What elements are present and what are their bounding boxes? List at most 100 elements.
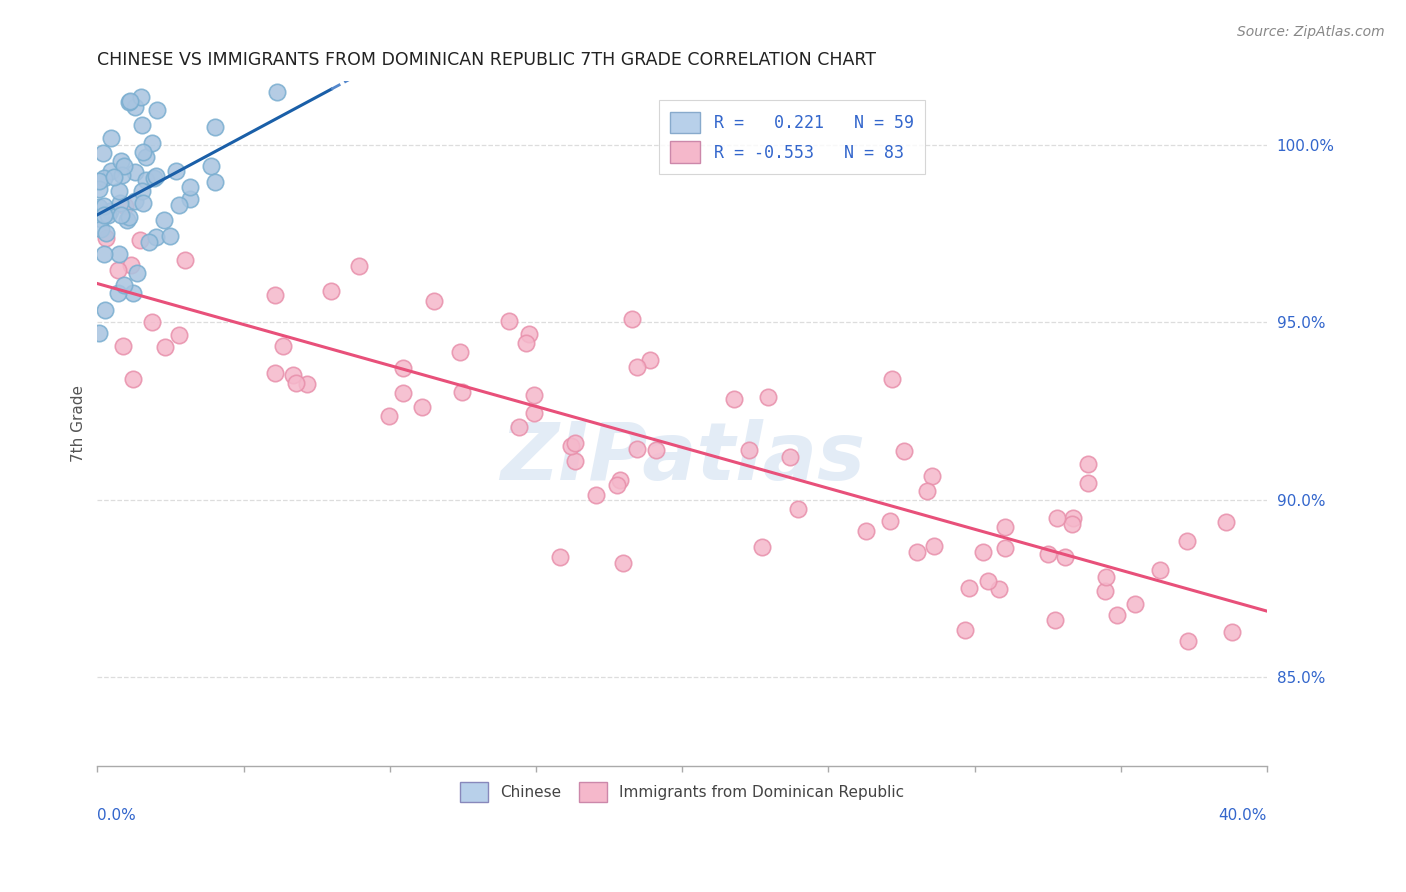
Point	[90, 211, 112, 226]
Point	[94, 303, 117, 318]
Point	[93, 171, 115, 186]
Point	[167, 327, 190, 342]
Point	[115, 213, 138, 227]
Point	[1175, 534, 1198, 549]
Point	[1060, 517, 1083, 532]
Point	[284, 376, 307, 390]
Point	[953, 624, 976, 638]
Point	[155, 340, 177, 354]
Point	[204, 175, 226, 189]
Point	[135, 150, 157, 164]
Point	[378, 409, 401, 424]
Point	[994, 541, 1017, 555]
Point	[508, 419, 530, 434]
Point	[585, 488, 607, 502]
Point	[515, 336, 537, 351]
Point	[108, 196, 131, 211]
Y-axis label: 7th Grade: 7th Grade	[72, 385, 86, 462]
Point	[200, 159, 222, 173]
Point	[606, 478, 628, 492]
Point	[1094, 569, 1116, 583]
Point	[169, 198, 191, 212]
Point	[751, 540, 773, 554]
Point	[392, 385, 415, 400]
Point	[988, 582, 1011, 597]
Point	[626, 442, 648, 456]
Point	[118, 95, 141, 110]
Point	[129, 89, 152, 103]
Point	[132, 195, 155, 210]
Point	[87, 174, 110, 188]
Text: CHINESE VS IMMIGRANTS FROM DOMINICAN REPUBLIC 7TH GRADE CORRELATION CHART: CHINESE VS IMMIGRANTS FROM DOMINICAN REP…	[97, 51, 876, 69]
Point	[1062, 511, 1084, 525]
Point	[921, 469, 943, 483]
Point	[159, 229, 181, 244]
Point	[1053, 549, 1076, 564]
Point	[108, 185, 131, 199]
Point	[107, 285, 129, 300]
Point	[319, 284, 342, 298]
Point	[1094, 584, 1116, 599]
Point	[1222, 624, 1244, 639]
Point	[972, 545, 994, 559]
Point	[152, 213, 174, 227]
Point	[124, 164, 146, 178]
Point	[612, 556, 634, 570]
Point	[1177, 634, 1199, 648]
Point	[141, 315, 163, 329]
Text: 0.0%: 0.0%	[97, 808, 136, 823]
Point	[100, 164, 122, 178]
Point	[855, 524, 877, 538]
Point	[204, 120, 226, 135]
Point	[880, 372, 903, 386]
Legend: Chinese, Immigrants from Dominican Republic: Chinese, Immigrants from Dominican Repub…	[453, 774, 912, 809]
Text: ZIPatlas: ZIPatlas	[499, 418, 865, 497]
Point	[626, 359, 648, 374]
Point	[146, 103, 169, 117]
Point	[142, 170, 165, 185]
Point	[112, 278, 135, 293]
Point	[100, 130, 122, 145]
Point	[112, 339, 135, 353]
Point	[93, 199, 115, 213]
Point	[131, 184, 153, 198]
Point	[114, 199, 136, 213]
Point	[111, 168, 134, 182]
Point	[915, 484, 938, 499]
Point	[263, 288, 285, 302]
Point	[138, 235, 160, 250]
Point	[120, 94, 142, 108]
Point	[271, 338, 294, 352]
Point	[173, 252, 195, 267]
Point	[564, 436, 586, 450]
Point	[349, 259, 371, 273]
Point	[564, 453, 586, 467]
Point	[1045, 613, 1067, 627]
Point	[1149, 563, 1171, 577]
Point	[994, 519, 1017, 533]
Point	[122, 285, 145, 300]
Text: 40.0%: 40.0%	[1219, 808, 1267, 823]
Point	[922, 539, 945, 553]
Point	[97, 208, 120, 222]
Point	[523, 388, 546, 402]
Point	[120, 258, 142, 272]
Point	[450, 384, 472, 399]
Point	[620, 312, 643, 326]
Point	[449, 345, 471, 359]
Point	[1105, 607, 1128, 622]
Point	[135, 172, 157, 186]
Point	[723, 392, 745, 407]
Point	[179, 179, 201, 194]
Point	[93, 208, 115, 222]
Point	[107, 263, 129, 277]
Point	[645, 443, 668, 458]
Point	[893, 444, 915, 458]
Point	[281, 368, 304, 382]
Point	[141, 136, 163, 150]
Point	[93, 246, 115, 260]
Point	[132, 145, 155, 160]
Point	[108, 247, 131, 261]
Point	[94, 226, 117, 240]
Point	[517, 326, 540, 341]
